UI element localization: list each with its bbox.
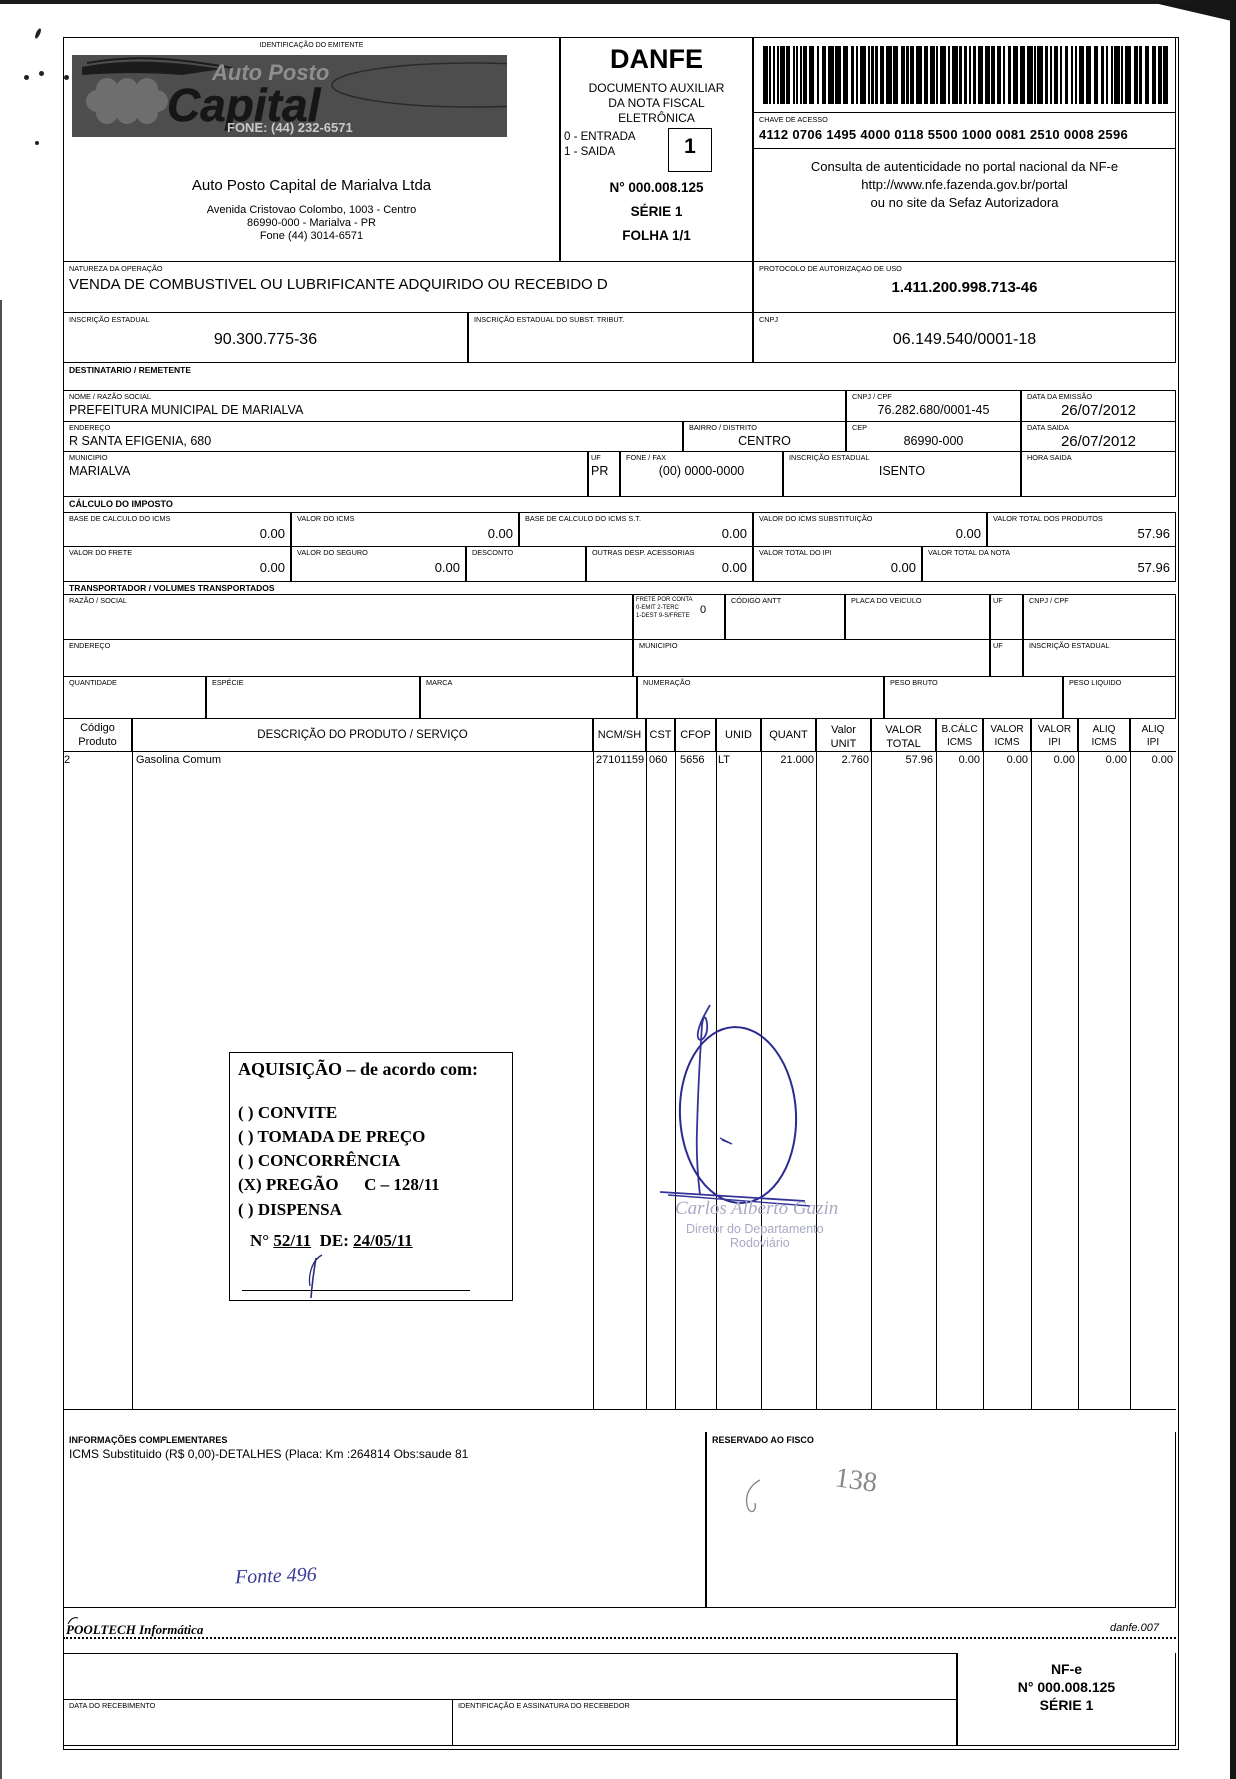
svg-text:FONE: (44) 232-6571: FONE: (44) 232-6571 [227, 120, 353, 135]
